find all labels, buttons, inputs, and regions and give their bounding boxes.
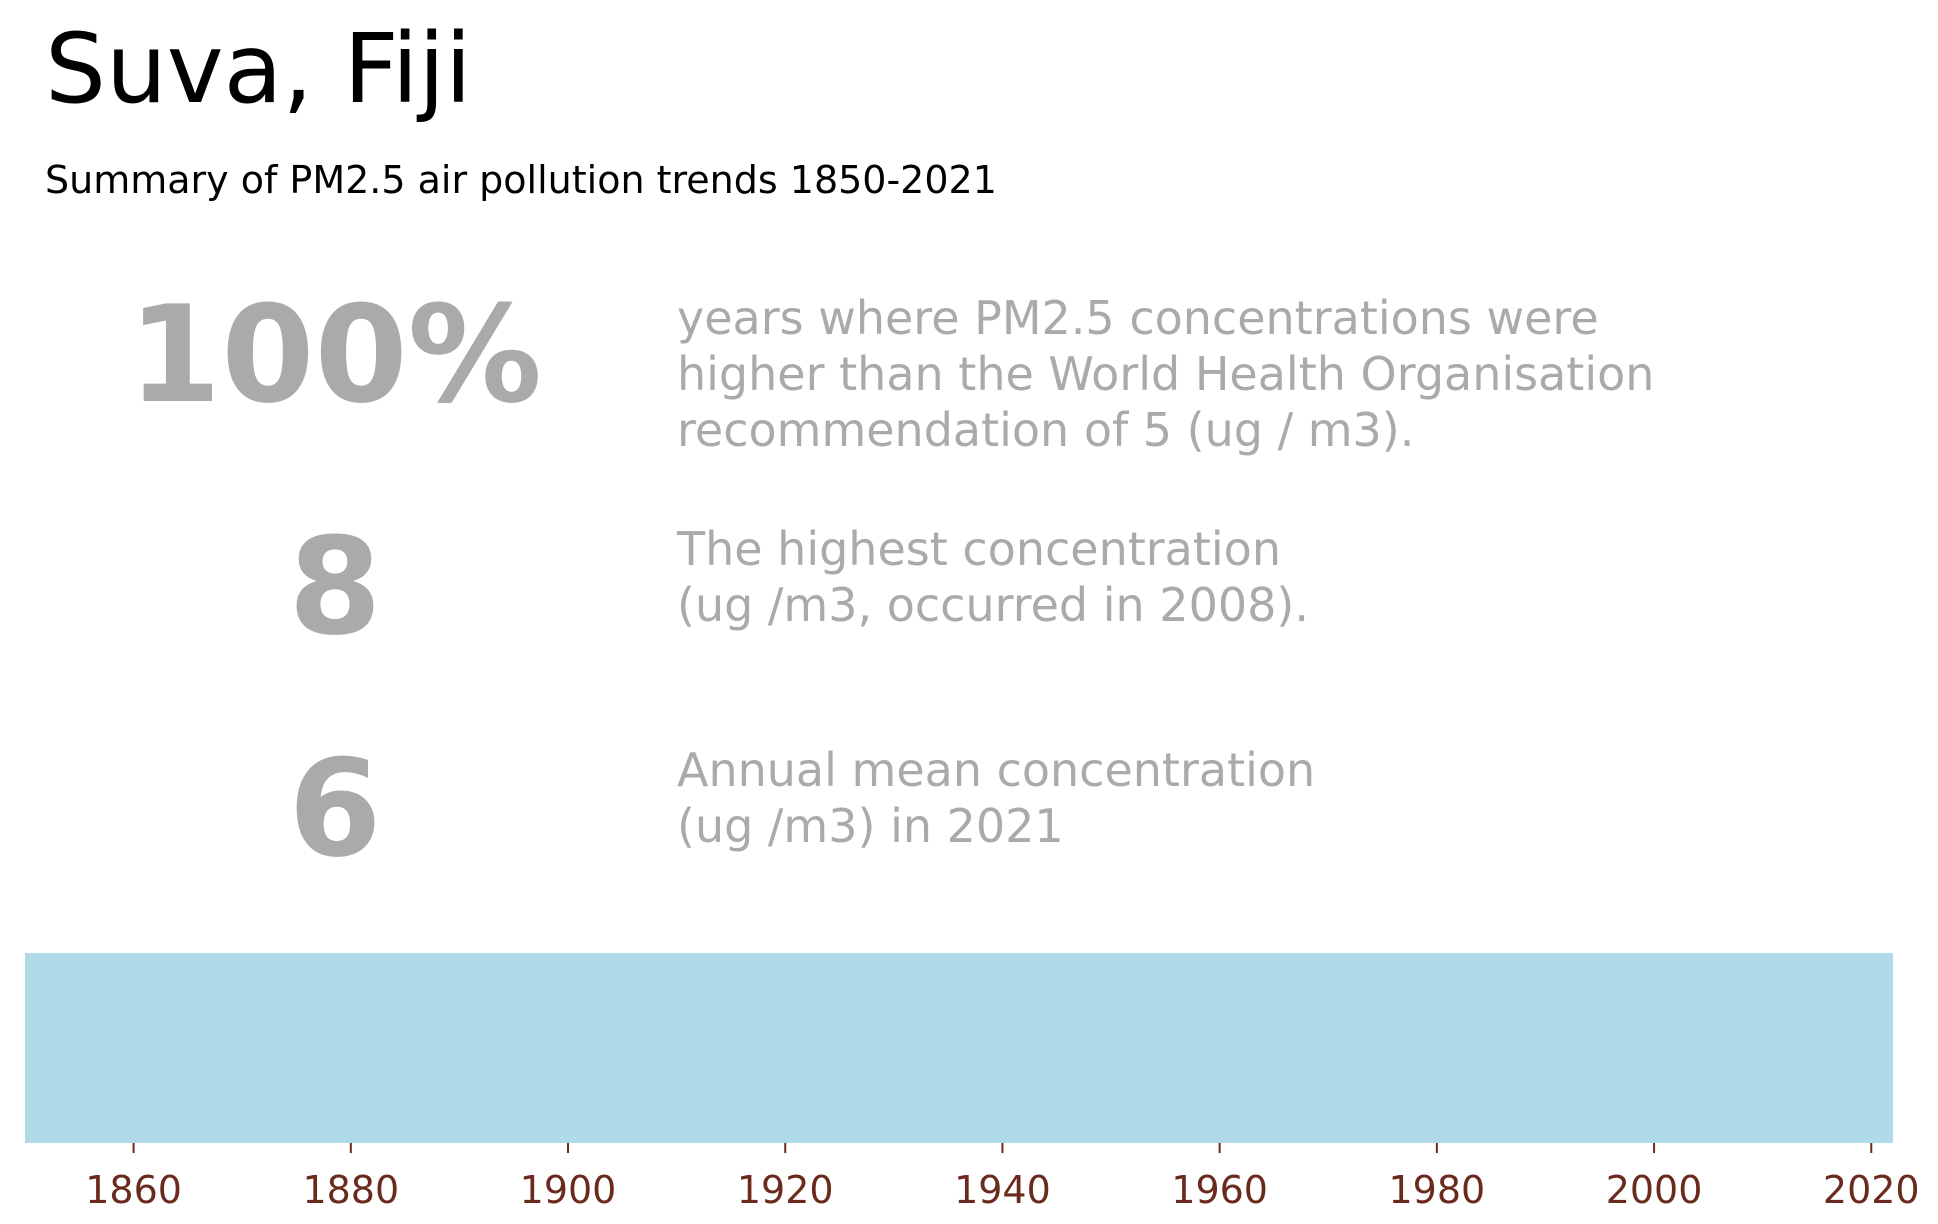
stat-description-line: (ug /m3, occurred in 2008). <box>677 578 1309 632</box>
stat-description-line: higher than the World Health Organisatio… <box>677 347 1655 401</box>
stripe-0 <box>25 953 1893 1143</box>
x-tick-label: 1900 <box>520 1168 617 1212</box>
stat-description-line: recommendation of 5 (ug / m3). <box>677 403 1415 457</box>
x-tick-label: 1960 <box>1171 1168 1268 1212</box>
stat-value-annual-mean: 6 <box>288 731 382 887</box>
stat-description-highest: The highest concentration (ug /m3, occur… <box>677 521 1309 633</box>
stat-description-annual-mean: Annual mean concentration (ug /m3) in 20… <box>677 742 1315 854</box>
stat-description-line: years where PM2.5 concentrations were <box>677 291 1599 345</box>
stat-description-line: (ug /m3) in 2021 <box>677 799 1064 853</box>
page-subtitle: Summary of PM2.5 air pollution trends 18… <box>45 158 997 202</box>
x-tick-label: 2020 <box>1823 1168 1920 1212</box>
x-tick-label: 2000 <box>1606 1168 1703 1212</box>
stat-description-line: The highest concentration <box>677 522 1281 576</box>
page-title: Suva, Fiji <box>45 13 472 125</box>
x-tick-label: 1860 <box>85 1168 182 1212</box>
stat-value-highest: 8 <box>288 509 382 665</box>
x-tick-label: 1880 <box>302 1168 399 1212</box>
stat-description-exceedance: years where PM2.5 concentrations were hi… <box>677 290 1654 458</box>
stripes-layer <box>25 953 1893 1143</box>
stat-description-line: Annual mean concentration <box>677 743 1316 797</box>
x-tick-label: 1980 <box>1389 1168 1486 1212</box>
x-tick-label: 1940 <box>954 1168 1051 1212</box>
stat-value-exceedance: 100% <box>128 277 542 433</box>
x-tick-label: 1920 <box>737 1168 834 1212</box>
x-axis: 1860 1880 1900 1920 1940 1960 1980 2000 2020 <box>85 1143 1920 1212</box>
